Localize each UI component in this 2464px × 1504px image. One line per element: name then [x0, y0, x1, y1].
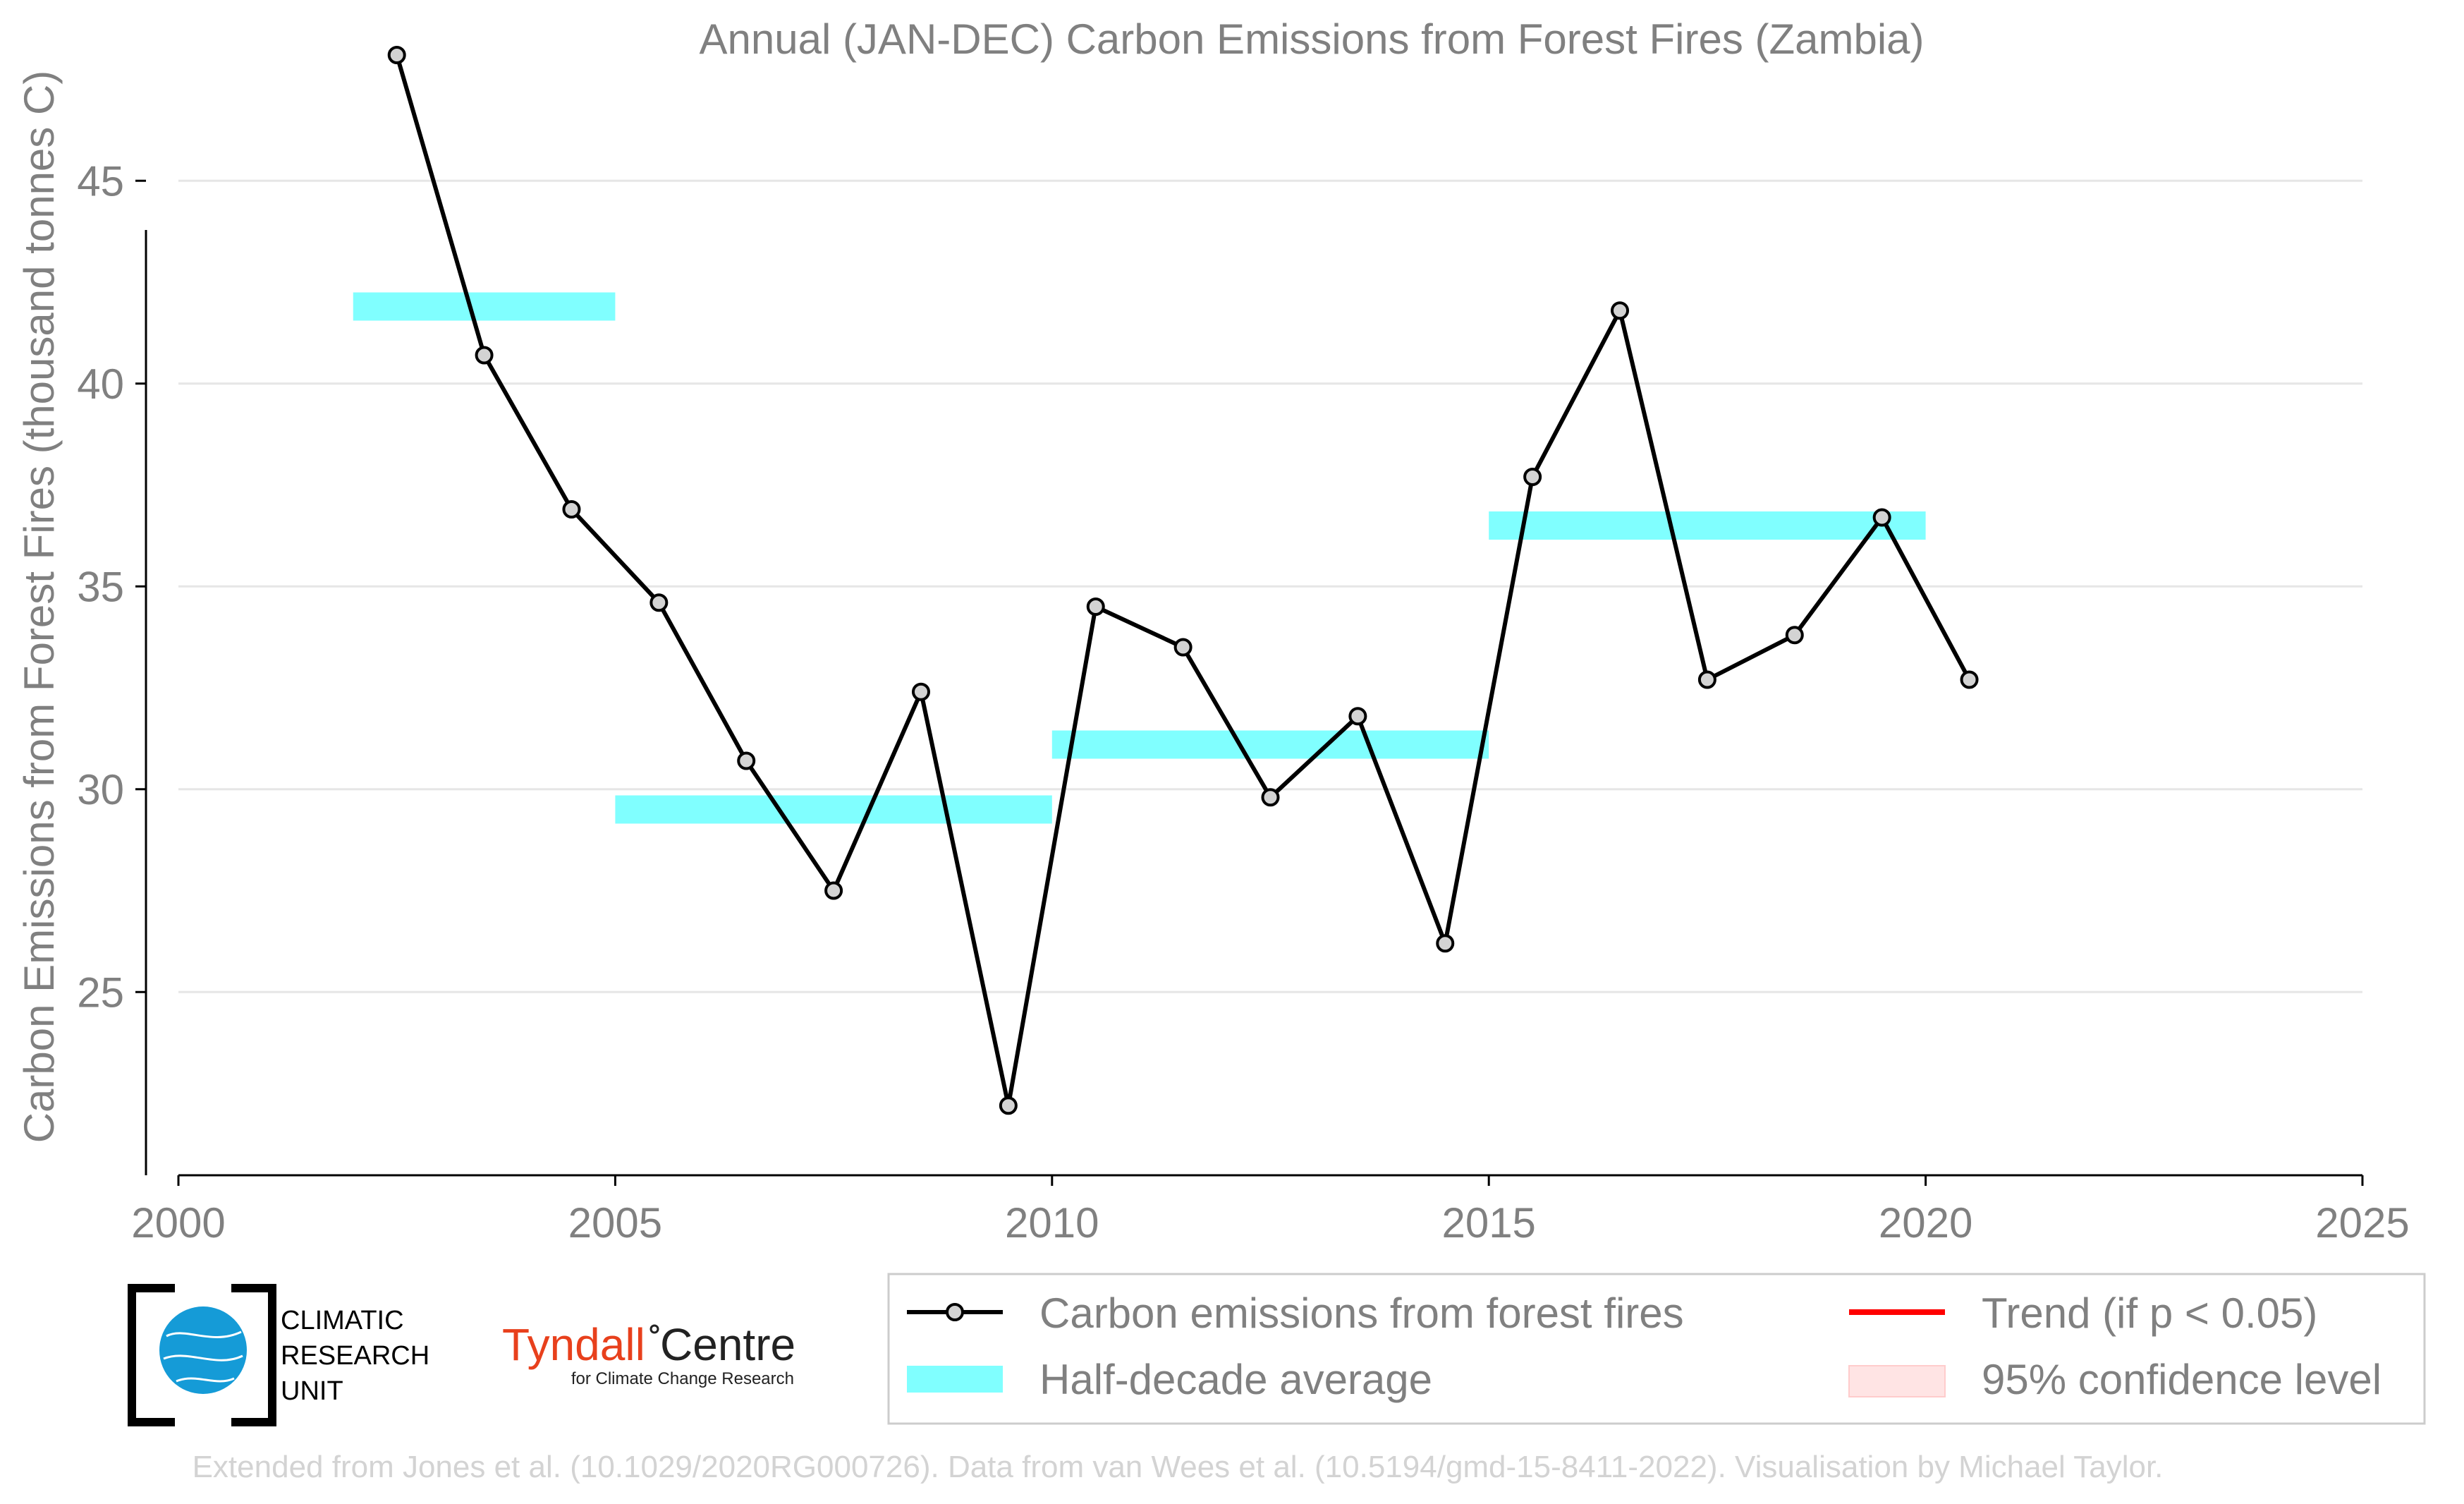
data-point — [562, 500, 581, 518]
y-tick-label: 45 — [77, 157, 124, 205]
data-point — [387, 46, 406, 64]
globe-icon — [159, 1306, 247, 1394]
cru-text-line-3: UNIT — [281, 1376, 343, 1406]
x-tick-label: 2000 — [131, 1199, 225, 1247]
y-tick-label: 35 — [77, 563, 124, 610]
series-points — [387, 46, 1979, 1115]
data-point — [1697, 670, 1716, 689]
data-point — [911, 682, 930, 701]
data-point — [649, 593, 669, 612]
data-point — [1436, 934, 1455, 953]
data-point — [1348, 707, 1367, 726]
data-point — [737, 751, 756, 770]
legend-confidence-swatch — [1848, 1365, 1946, 1397]
data-point — [999, 1096, 1018, 1115]
legend-series-marker-swatch — [946, 1303, 964, 1321]
series-line — [394, 54, 1972, 1108]
tyndall-subtitle: for Climate Change Research — [571, 1369, 794, 1388]
legend: Carbon emissions from forest fires Half-… — [887, 1273, 2426, 1425]
legend-frame — [887, 1273, 2426, 1425]
gridlines — [178, 179, 2362, 993]
globe-lines-icon — [163, 1330, 243, 1383]
footer-credit: Extended from Jones et al. (10.1029/2020… — [193, 1450, 2164, 1484]
legend-label-trend: Trend (if p < 0.05) — [1982, 1290, 2317, 1337]
x-ticks: 2000 2005 2010 2015 2020 2025 — [131, 1175, 2410, 1247]
legend-label-confidence: 95% confidence level — [1982, 1356, 2381, 1403]
legend-label-average: Half-decade average — [1039, 1356, 1432, 1403]
data-point — [1523, 468, 1542, 486]
x-tick-label: 2015 — [1441, 1199, 1535, 1247]
half-decade-average-bar — [1051, 730, 1489, 759]
data-point — [1872, 508, 1891, 527]
degree-icon — [649, 1324, 659, 1334]
chart-title: Annual (JAN-DEC) Carbon Emissions from F… — [699, 16, 1924, 63]
cru-text-line-1: CLIMATIC — [281, 1306, 404, 1335]
half-decade-average-bar — [615, 795, 1052, 824]
data-point — [1611, 301, 1630, 320]
y-ticks: 25 30 35 40 45 — [77, 157, 146, 1016]
data-point — [475, 346, 494, 365]
axes — [145, 230, 2362, 1177]
legend-average-swatch — [907, 1366, 1003, 1393]
half-decade-average-bars — [353, 292, 1926, 824]
half-decade-average-bar — [1489, 511, 1926, 540]
y-tick-label: 30 — [77, 766, 124, 813]
cru-logo: CLIMATIC RESEARCH UNIT — [128, 1284, 429, 1426]
tyndall-logo: Tyndall Centre for Climate Change Resear… — [502, 1319, 795, 1388]
tyndall-name: Tyndall — [502, 1319, 645, 1370]
data-point — [824, 881, 843, 900]
data-point — [1261, 788, 1280, 807]
y-tick-label: 40 — [77, 360, 124, 408]
x-tick-label: 2010 — [1005, 1199, 1099, 1247]
data-point — [1960, 670, 1979, 689]
x-tick-label: 2020 — [1879, 1199, 1972, 1247]
x-tick-label: 2025 — [2315, 1199, 2409, 1247]
tyndall-centre: Centre — [660, 1319, 795, 1370]
data-point — [1173, 638, 1193, 657]
data-point — [1086, 598, 1105, 616]
y-tick-label: 25 — [77, 969, 124, 1016]
data-point — [1785, 626, 1804, 645]
half-decade-average-bar — [353, 292, 616, 321]
x-tick-label: 2005 — [568, 1199, 662, 1247]
cru-text-line-2: RESEARCH — [281, 1341, 429, 1371]
y-axis-label: Carbon Emissions from Forest Fires (thou… — [16, 71, 63, 1144]
legend-label-series: Carbon emissions from forest fires — [1039, 1290, 1684, 1337]
cru-bracket-icon — [128, 1284, 276, 1426]
